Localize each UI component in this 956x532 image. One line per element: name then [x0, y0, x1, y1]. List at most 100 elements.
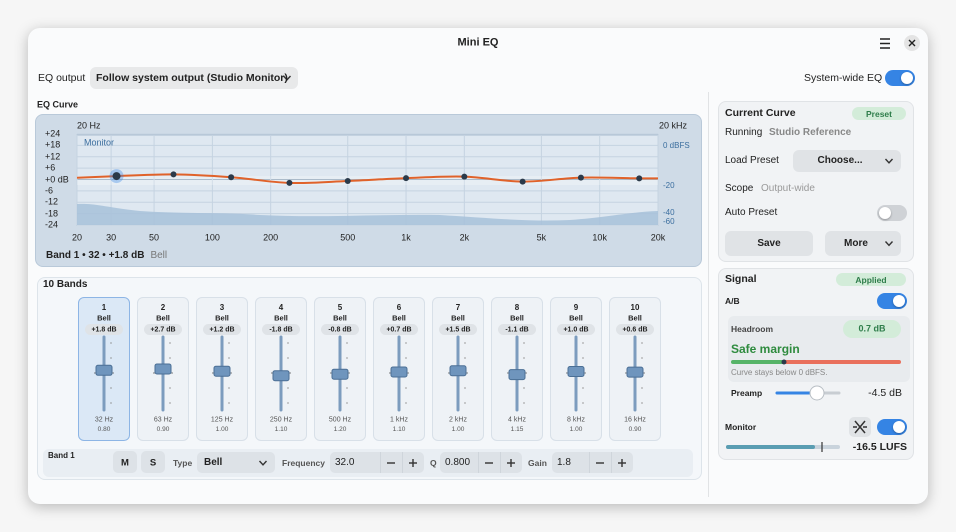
spin-input[interactable]	[552, 452, 590, 473]
chevron-icon	[884, 241, 894, 247]
band-gain: -1.8 dB	[269, 326, 293, 333]
summary-type: Bell	[150, 250, 168, 261]
field-label: Frequency	[282, 457, 325, 468]
label: System-wide EQ	[804, 71, 883, 84]
toggle[interactable]	[877, 293, 907, 309]
choose-button[interactable]	[793, 150, 901, 172]
x-tick-label: 200	[263, 232, 279, 243]
band-q: 0.80	[97, 425, 111, 433]
slider-thumb	[567, 366, 585, 377]
band-freq: 500 Hz	[328, 416, 352, 424]
label: Monitor	[725, 421, 757, 432]
band-point	[170, 171, 177, 178]
value: 0.7 dB	[858, 323, 886, 334]
band-q: 1.00	[451, 425, 465, 433]
note: Curve stays below 0 dBFS.	[731, 368, 828, 377]
gain-pill	[498, 324, 536, 335]
spectrum-label: 0 dBFS	[663, 141, 690, 150]
margin-safe	[731, 360, 784, 364]
x-tick-label: 500	[340, 232, 356, 243]
band-point	[344, 178, 351, 185]
band-freq: 8 kHz	[567, 416, 585, 424]
gain-pill	[439, 324, 477, 335]
band-freq: 32 Hz	[94, 416, 114, 424]
slider-thumb	[390, 366, 408, 378]
band-q: 0.90	[156, 425, 170, 433]
band-point	[519, 178, 526, 185]
margin-risk	[784, 360, 901, 364]
gain-pill	[85, 324, 123, 335]
slider-thumb	[449, 365, 467, 377]
axis-label: 20 kHz	[658, 120, 687, 131]
chevron-icon	[282, 75, 292, 81]
label: Load Preset	[725, 155, 779, 166]
label: Running	[725, 127, 763, 138]
x-tick-label: 20	[71, 232, 83, 243]
chevron-icon	[884, 158, 894, 164]
toggle[interactable]	[877, 419, 907, 435]
value: -16.5 LUFS	[852, 440, 907, 453]
more-button[interactable]	[825, 231, 901, 256]
band-number: 10	[630, 303, 640, 312]
band-type: Bell	[628, 313, 642, 323]
curve-edge	[76, 175, 658, 180]
spectrum-area	[77, 203, 658, 225]
band-number: 9	[573, 303, 579, 312]
band-point	[112, 172, 121, 181]
gain-pill	[321, 324, 359, 335]
band-freq: 125 Hz	[210, 416, 234, 424]
output-dropdown[interactable]	[90, 67, 298, 89]
band-gain: +0.7 dB	[386, 326, 412, 333]
field-label: Q	[430, 457, 437, 468]
badge-label: Preset	[866, 108, 892, 119]
toggle[interactable]	[877, 205, 907, 221]
band-q: 1.00	[569, 425, 583, 433]
band-point	[577, 174, 584, 181]
slider-thumb	[154, 363, 172, 375]
tool-icon	[853, 420, 867, 434]
band-q: 1.00	[215, 425, 229, 433]
band-card[interactable]	[314, 297, 366, 441]
solo-button[interactable]	[141, 451, 165, 473]
band-type: Bell	[97, 313, 111, 323]
band-number: 7	[455, 303, 461, 312]
band-gain: +1.8 dB	[91, 326, 117, 333]
save-button[interactable]	[725, 231, 813, 256]
button-label: S	[149, 457, 157, 469]
band-gain: -0.8 dB	[328, 326, 352, 333]
type-dropdown[interactable]	[197, 452, 275, 473]
toggle[interactable]	[885, 70, 915, 86]
band-point	[636, 175, 643, 182]
preamp-thumb	[809, 385, 825, 401]
band-type: Bell	[156, 313, 170, 323]
chevron-icon	[258, 460, 268, 466]
band-type: Bell	[392, 313, 406, 323]
spin-input[interactable]	[440, 452, 478, 473]
mute-button[interactable]	[113, 451, 137, 473]
label: A/B	[725, 295, 740, 306]
y-tick-label: +0 dB	[45, 174, 69, 184]
label: Follow system output (Studio Monitor)	[96, 71, 288, 84]
label: EQ output	[38, 71, 86, 84]
band-number: 3	[219, 303, 225, 312]
band-number: 4	[278, 303, 284, 312]
label: Auto Preset	[725, 207, 778, 218]
field-label: Type	[173, 457, 193, 468]
field-value: Bell	[204, 457, 223, 468]
axis-label: 20 Hz	[77, 120, 101, 131]
summary-text: Band 1 • 32 • +1.8 dB	[46, 250, 145, 261]
y-tick-label: +24	[45, 128, 61, 139]
band-gain: +0.6 dB	[622, 326, 648, 333]
band-freq: 4 kHz	[508, 416, 526, 424]
band-point	[461, 173, 468, 180]
spin-input[interactable]	[330, 452, 380, 473]
slider-thumb	[95, 364, 113, 376]
eq-curve	[116, 173, 640, 185]
band-type: Bell	[274, 313, 288, 323]
slider-thumb	[508, 369, 526, 381]
band-freq: 63 Hz	[153, 416, 173, 424]
x-tick-label: 1k	[401, 232, 411, 243]
x-tick-label: 10k	[592, 232, 607, 243]
card-title: Signal	[725, 272, 757, 285]
